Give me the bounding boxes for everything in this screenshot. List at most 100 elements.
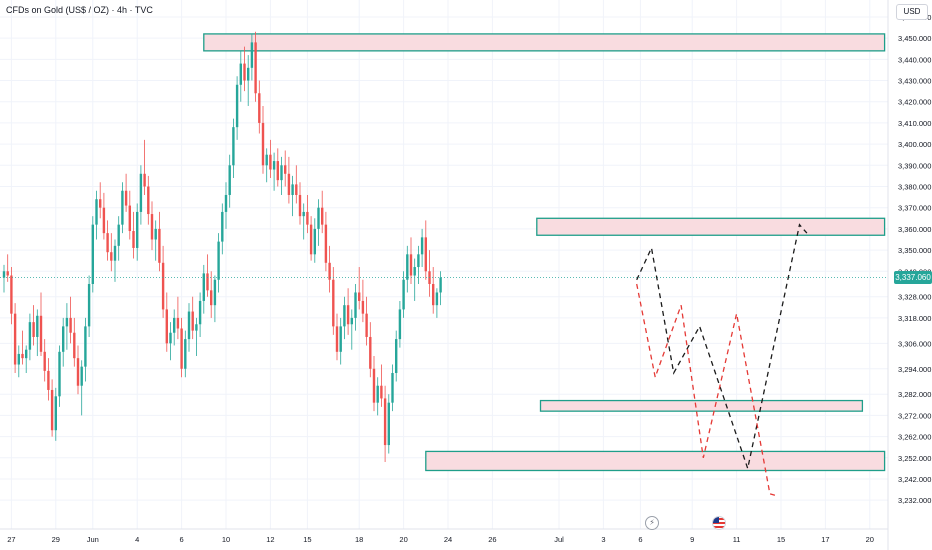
candle-body (113, 245, 117, 261)
y-tick-label: 3,450.000 (898, 34, 931, 43)
candle-body (402, 279, 405, 310)
candle-body (198, 300, 202, 325)
candle-body (91, 224, 94, 284)
candle-body (380, 385, 383, 399)
candle-body (254, 42, 257, 94)
y-tick-label: 3,294.000 (898, 365, 931, 374)
candle-body (258, 93, 261, 123)
x-tick-label: Jul (554, 535, 564, 544)
projection-path-red (636, 283, 778, 497)
candle-body (117, 224, 120, 246)
candle-body (80, 366, 83, 386)
y-tick-label: 3,440.000 (898, 55, 931, 64)
y-tick-label: 3,390.000 (898, 161, 931, 170)
candle-body (243, 63, 246, 81)
candle-body (387, 402, 390, 446)
candle-body (17, 353, 20, 365)
candle-body (62, 326, 65, 352)
candle-body (276, 161, 279, 181)
candle-body (210, 290, 213, 306)
candle-body (195, 324, 198, 331)
candle-body (272, 161, 276, 170)
candle-body (247, 67, 250, 81)
us-flag-icon[interactable] (712, 516, 726, 530)
candle-body (10, 275, 13, 314)
support-resistance-zone (203, 33, 886, 52)
candle-body (169, 332, 172, 344)
candle-body (187, 311, 191, 340)
support-resistance-zone (536, 217, 886, 236)
candle-body (165, 309, 168, 344)
candle-body (213, 279, 217, 306)
candle-body (232, 127, 235, 166)
candle-body (439, 277, 442, 293)
candle-body (413, 267, 416, 276)
candle-body (161, 262, 165, 310)
y-tick-label: 3,242.000 (898, 475, 931, 484)
candle-body (313, 228, 316, 255)
candle-body (13, 313, 17, 365)
y-tick-label: 3,282.000 (898, 390, 931, 399)
y-tick-label: 3,400.000 (898, 140, 931, 149)
candle-body (339, 326, 342, 352)
candle-body (47, 370, 50, 390)
candle-body (50, 389, 54, 431)
candle-body (224, 194, 228, 212)
y-tick-label: 3,328.000 (898, 293, 931, 302)
candle-body (383, 398, 387, 446)
candle-body (69, 317, 72, 333)
candle-body (417, 254, 420, 268)
y-tick-label: 3,232.000 (898, 496, 931, 505)
candle-body (365, 313, 368, 337)
x-tick-label: 20 (399, 535, 407, 544)
x-tick-label: Jun (87, 535, 99, 544)
candle-body (180, 328, 183, 369)
y-tick-label: 3,380.000 (898, 183, 931, 192)
candle-body (346, 305, 350, 325)
candle-body (335, 326, 339, 352)
symbol-title[interactable]: CFDs on Gold (US$ / OZ) · 4h · TVC (6, 5, 153, 15)
candle-body (106, 233, 109, 253)
candle-body (354, 292, 357, 318)
candle-body (409, 254, 413, 276)
candle-body (95, 199, 98, 225)
candle-body (139, 173, 143, 212)
candle-body (376, 385, 379, 403)
x-tick-label: 6 (180, 535, 184, 544)
lightning-icon[interactable]: ⚡ (645, 516, 659, 530)
y-tick-label: 3,420.000 (898, 98, 931, 107)
candle-body (250, 42, 254, 68)
candle-body (295, 184, 298, 195)
y-tick-label: 3,370.000 (898, 204, 931, 213)
candle-body (102, 207, 106, 234)
candle-body (369, 336, 372, 369)
x-tick-label: 4 (135, 535, 139, 544)
candle-body (298, 194, 302, 217)
candle-body (87, 283, 91, 327)
candle-body (84, 326, 87, 367)
candle-body (99, 199, 102, 208)
candle-body (284, 165, 287, 174)
candle-body (191, 311, 194, 331)
candle-body (132, 231, 135, 248)
candle-body (287, 173, 291, 195)
candle-body (76, 358, 80, 386)
x-tick-label: 6 (638, 535, 642, 544)
x-tick-label: 27 (7, 535, 15, 544)
candle-body (121, 190, 124, 225)
y-tick-label: 3,262.000 (898, 433, 931, 442)
candle-body (147, 186, 150, 215)
candle-body (435, 292, 439, 306)
candle-body (158, 228, 161, 263)
x-tick-label: 3 (601, 535, 605, 544)
candle-body (343, 305, 346, 327)
candle-body (324, 224, 328, 263)
currency-button[interactable]: USD (896, 4, 928, 20)
candle-body (39, 315, 43, 352)
candle-body (25, 349, 28, 359)
y-tick-label: 3,360.000 (898, 225, 931, 234)
x-tick-label: 10 (222, 535, 230, 544)
candle-body (65, 317, 69, 327)
candle-body (406, 254, 409, 280)
